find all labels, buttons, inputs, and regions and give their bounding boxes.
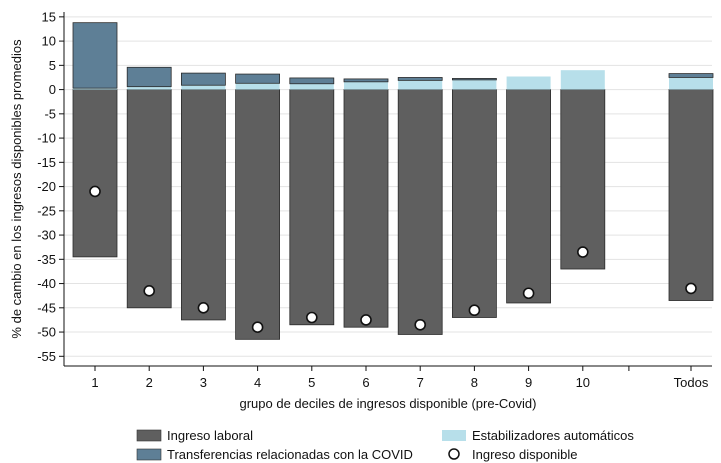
- bar-ingreso-laboral: [560, 89, 606, 270]
- y-tick-label: -25: [37, 203, 56, 218]
- bar-ingreso-laboral: [72, 89, 118, 258]
- bar-transferencias-covid: [72, 22, 118, 89]
- x-tick-label: 5: [308, 375, 315, 390]
- markers: [89, 185, 697, 334]
- bar-ingreso-laboral: [126, 89, 172, 309]
- x-tick-label: 6: [362, 375, 369, 390]
- bar-ingreso-laboral: [451, 89, 497, 318]
- y-tick-label: -20: [37, 179, 56, 194]
- x-tick-label: 8: [471, 375, 478, 390]
- marker-ingreso-disponible: [89, 185, 101, 198]
- bar-transferencias-covid: [668, 73, 714, 78]
- bar-transferencias-covid: [397, 77, 443, 81]
- bar-estabilizadores: [235, 83, 280, 90]
- x-tick-label: 2: [146, 375, 153, 390]
- bar-ingreso-laboral: [235, 89, 281, 340]
- marker-ingreso-disponible: [251, 321, 264, 334]
- bar-ingreso-laboral: [343, 89, 389, 328]
- x-tick-label: 3: [200, 375, 207, 390]
- y-tick-label: -30: [37, 228, 56, 243]
- marker-ingreso-disponible: [685, 282, 697, 295]
- y-tick-label: -50: [37, 325, 56, 340]
- bar-estabilizadores: [344, 81, 388, 90]
- bar-estabilizadores: [506, 76, 551, 90]
- legend-label-transfers: Transferencias relacionadas con la COVID: [167, 447, 413, 462]
- marker-ingreso-disponible: [197, 302, 210, 314]
- y-ticks: 15 10 5 0 -5 -10 -15 -20 -25 -30 -35 -40 -45 -50 -55: [37, 9, 64, 364]
- legend-label-labor: Ingreso laboral: [167, 428, 253, 443]
- x-axis-title: grupo de deciles de ingresos disponible …: [239, 396, 536, 411]
- x-tick-label: 9: [525, 375, 532, 390]
- marker-ingreso-disponible: [468, 304, 481, 317]
- legend: Ingreso laboral Estabilizadores automáti…: [136, 428, 634, 462]
- y-tick-label: -40: [37, 276, 56, 291]
- bar-estabilizadores: [669, 77, 713, 90]
- bar-estabilizadores: [127, 86, 172, 90]
- bar-transferencias-covid: [343, 78, 389, 83]
- legend-swatch-labor: [136, 429, 162, 442]
- bar-transferencias-covid: [289, 77, 335, 85]
- bar-transferencias-covid: [126, 66, 172, 88]
- legend-swatch-stabilizers: [442, 430, 466, 441]
- y-tick-label: 10: [42, 34, 56, 49]
- bar-transferencias-covid: [180, 72, 226, 86]
- bar-transferencias-covid: [235, 73, 281, 84]
- y-tick-label: -35: [37, 252, 56, 267]
- legend-marker-disposable: [448, 448, 460, 460]
- bar-estabilizadores: [73, 88, 117, 90]
- marker-ingreso-disponible: [305, 311, 318, 324]
- legend-label-disposable: Ingreso disponible: [472, 447, 578, 462]
- y-tick-label: -10: [37, 131, 56, 146]
- x-tick-label: 4: [254, 375, 261, 390]
- bars: [72, 22, 714, 340]
- bar-estabilizadores: [398, 80, 443, 90]
- y-tick-label: -45: [37, 300, 56, 315]
- y-tick-label: -55: [37, 349, 56, 364]
- marker-ingreso-disponible: [576, 246, 589, 258]
- y-axis-title: % de cambio en los ingresos disponibles …: [9, 39, 24, 339]
- y-tick-label: 15: [42, 9, 56, 24]
- bar-estabilizadores: [560, 70, 605, 90]
- marker-ingreso-disponible: [360, 314, 372, 326]
- y-tick-label: 5: [49, 58, 56, 73]
- x-tick-label: 7: [417, 375, 424, 390]
- y-tick-label: -15: [37, 155, 56, 170]
- x-tick-label: 10: [576, 375, 590, 390]
- marker-ingreso-disponible: [414, 318, 427, 331]
- axes: [63, 12, 712, 367]
- bar-ingreso-laboral: [397, 89, 443, 335]
- bar-ingreso-laboral: [506, 89, 552, 304]
- x-tick-label: Todos: [674, 375, 709, 390]
- x-ticks: 1 2 3 4 5 6 7 8 9 10 Todos: [91, 366, 709, 390]
- x-tick-label: 1: [91, 375, 98, 390]
- marker-ingreso-disponible: [522, 287, 535, 300]
- bar-ingreso-laboral: [289, 89, 335, 326]
- marker-ingreso-disponible: [143, 285, 155, 297]
- bar-ingreso-laboral: [668, 89, 714, 301]
- bar-ingreso-laboral: [180, 89, 226, 321]
- bar-estabilizadores: [289, 83, 334, 90]
- bar-transferencias-covid: [451, 78, 497, 81]
- y-tick-label: 0: [49, 82, 56, 97]
- legend-swatch-transfers: [136, 448, 162, 461]
- legend-label-stabilizers: Estabilizadores automáticos: [472, 428, 634, 443]
- bar-estabilizadores: [181, 85, 226, 90]
- y-tick-label: -5: [44, 106, 56, 121]
- bar-estabilizadores: [452, 79, 497, 90]
